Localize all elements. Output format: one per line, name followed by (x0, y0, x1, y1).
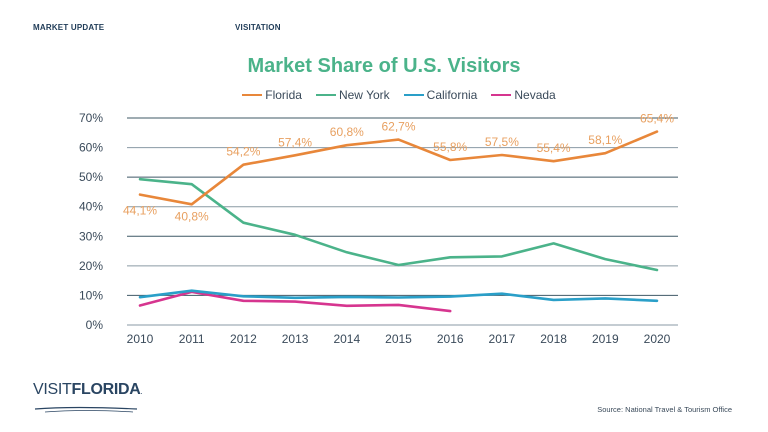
data-label-florida: 60,8% (330, 125, 364, 139)
legend-swatch-new-york (315, 94, 336, 96)
logo-text-dot: . (140, 387, 143, 396)
legend-swatch-nevada (491, 94, 512, 96)
legend-swatch-florida (242, 94, 263, 96)
y-tick-label: 40% (79, 200, 103, 214)
chart-legend: Florida New York California Nevada (0, 88, 768, 102)
y-tick-label: 60% (79, 141, 103, 155)
data-label-florida: 58,1% (588, 133, 622, 147)
x-tick-label: 2016 (437, 332, 464, 346)
legend-item-new-york: New York (315, 88, 390, 102)
series-line-nevada (138, 290, 452, 313)
x-tick-label: 2012 (230, 332, 257, 346)
x-tick-label: 2020 (644, 332, 671, 346)
data-label-florida: 55,8% (433, 140, 467, 154)
legend-item-florida: Florida (242, 88, 302, 102)
legend-label-california: California (426, 88, 478, 102)
logo-wave-icon (34, 406, 138, 413)
logo-text-florida: FLORIDA (71, 381, 141, 398)
y-tick-label: 70% (79, 111, 103, 125)
logo-text-visit: VISIT (33, 381, 72, 398)
data-label-florida: 57,4% (278, 135, 312, 149)
legend-item-nevada: Nevada (491, 88, 556, 102)
y-tick-label: 20% (79, 259, 103, 273)
legend-swatch-california (403, 94, 424, 96)
data-label-florida: 65,4% (640, 112, 674, 126)
x-tick-label: 2017 (489, 332, 516, 346)
y-tick-label: 10% (79, 288, 103, 302)
y-tick-label: 50% (79, 170, 103, 184)
source-note: Source: National Travel & Tourism Office (597, 405, 732, 414)
chart-title: Market Share of U.S. Visitors (247, 55, 521, 77)
x-tick-label: 2010 (127, 332, 154, 346)
section-label-visitation: VISITATION (235, 23, 281, 32)
legend-label-nevada: Nevada (514, 88, 556, 102)
data-label-florida: 57,5% (485, 135, 519, 149)
legend-label-florida: Florida (265, 88, 302, 102)
data-label-florida: 40,8% (175, 209, 209, 223)
visit-florida-logo: VISITFLORIDA. (33, 381, 143, 413)
series-line-florida (138, 130, 659, 206)
y-tick-label: 0% (86, 318, 104, 332)
data-label-florida: 55,4% (537, 141, 571, 155)
x-tick-label: 2014 (333, 332, 360, 346)
x-tick-label: 2015 (385, 332, 412, 346)
x-tick-label: 2013 (282, 332, 309, 346)
section-label-market-update: MARKET UPDATE (33, 23, 105, 32)
series-line-california (138, 289, 659, 303)
data-label-florida: 62,7% (381, 120, 415, 134)
x-tick-label: 2018 (540, 332, 567, 346)
data-label-florida: 54,2% (226, 145, 260, 159)
data-label-florida: 44,1% (123, 204, 157, 218)
x-tick-label: 2011 (179, 332, 205, 346)
series-line-new-york (138, 177, 659, 272)
legend-label-new-york: New York (338, 88, 390, 102)
y-tick-label: 30% (79, 229, 103, 243)
x-tick-label: 2019 (592, 332, 619, 346)
legend-item-california: California (403, 88, 478, 102)
